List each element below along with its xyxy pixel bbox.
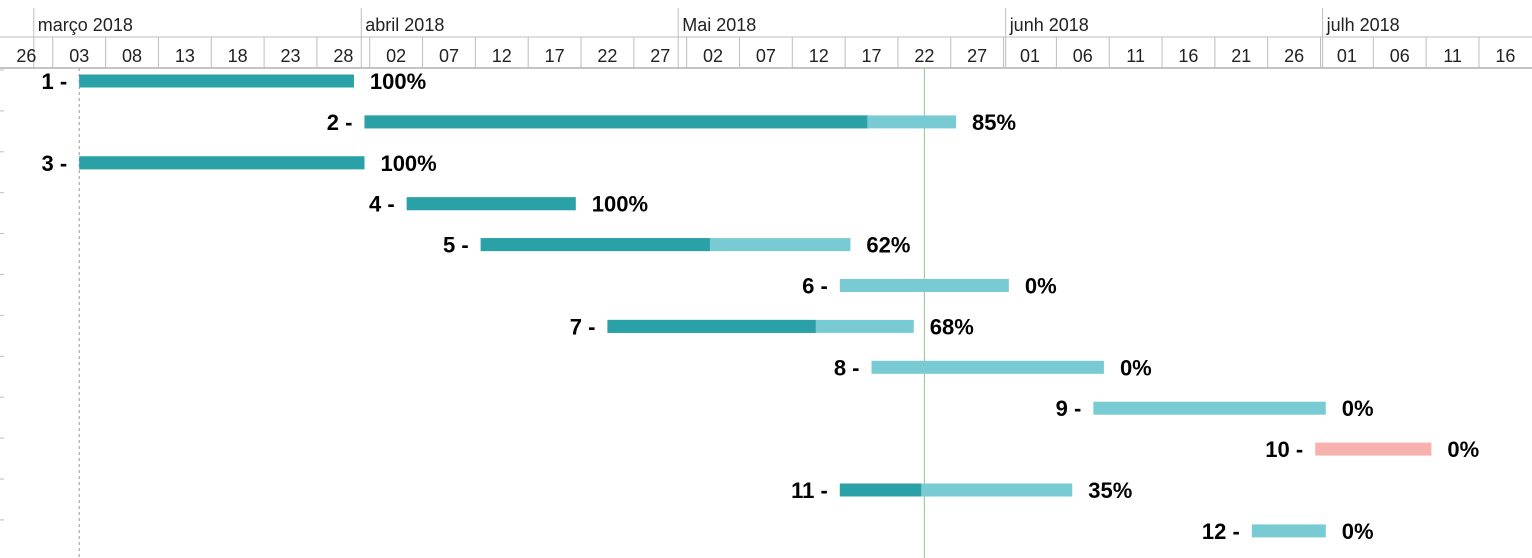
month-label: junh 2018 bbox=[1009, 15, 1089, 35]
task-bars: 1 - 100% 2 - 85% 3 - 100% 4 - 100% 5 - 62% 6 - 0% 7 … bbox=[42, 69, 1480, 544]
day-tick-label: 01 bbox=[1020, 46, 1040, 66]
task-percent-label: 100% bbox=[380, 151, 436, 176]
task-row: 8 - 0% bbox=[834, 355, 1152, 380]
task-row: 5 - 62% bbox=[443, 233, 910, 258]
task-percent-label: 35% bbox=[1088, 478, 1132, 503]
task-row: 9 - 0% bbox=[1056, 396, 1374, 421]
task-label: 8 - bbox=[834, 355, 860, 380]
task-bar-progress bbox=[406, 197, 576, 211]
month-label: março 2018 bbox=[38, 15, 133, 35]
task-percent-label: 62% bbox=[866, 233, 910, 258]
task-percent-label: 0% bbox=[1342, 519, 1374, 544]
day-tick-label: 17 bbox=[862, 46, 882, 66]
task-label: 3 - bbox=[42, 151, 68, 176]
month-label: Mai 2018 bbox=[682, 15, 756, 35]
task-percent-label: 100% bbox=[592, 192, 648, 217]
day-tick-label: 06 bbox=[1390, 46, 1410, 66]
task-bar-progress bbox=[364, 115, 868, 129]
task-row: 6 - 0% bbox=[802, 274, 1057, 299]
task-bar-progress bbox=[480, 238, 710, 252]
task-percent-label: 0% bbox=[1342, 396, 1374, 421]
day-tick-label: 13 bbox=[175, 46, 195, 66]
day-tick-label: 11 bbox=[1443, 46, 1462, 66]
task-bar-remaining bbox=[839, 279, 1009, 292]
day-tick-label: 26 bbox=[16, 46, 36, 66]
task-label: 7 - bbox=[570, 314, 596, 339]
day-tick-label: 08 bbox=[122, 46, 142, 66]
task-bar-remaining bbox=[871, 360, 1104, 374]
day-tick-label: 22 bbox=[914, 46, 934, 66]
day-tick-label: 18 bbox=[228, 46, 248, 66]
day-tick-label: 06 bbox=[1073, 46, 1093, 66]
grid-lines bbox=[0, 68, 925, 558]
day-tick-label: 17 bbox=[545, 46, 565, 66]
day-tick-label: 16 bbox=[1178, 46, 1198, 66]
day-tick-label: 27 bbox=[967, 46, 987, 66]
task-bar-progress bbox=[79, 156, 365, 170]
day-tick-label: 21 bbox=[1231, 46, 1251, 66]
task-row: 3 - 100% bbox=[42, 151, 437, 176]
task-row: 7 - 68% bbox=[570, 314, 974, 339]
task-row: 12 - 0% bbox=[1202, 519, 1374, 544]
task-bar-remaining bbox=[1251, 524, 1326, 538]
day-tick-label: 12 bbox=[492, 46, 512, 66]
task-percent-label: 0% bbox=[1120, 355, 1152, 380]
task-bar-progress bbox=[79, 74, 354, 88]
task-label: 4 - bbox=[369, 192, 395, 217]
task-label: 9 - bbox=[1056, 396, 1082, 421]
task-bar-progress bbox=[607, 319, 816, 333]
task-percent-label: 100% bbox=[370, 69, 426, 94]
task-bar-remaining bbox=[1315, 442, 1432, 456]
task-percent-label: 68% bbox=[930, 314, 974, 339]
task-label: 10 - bbox=[1265, 437, 1303, 462]
task-bar-remaining bbox=[1093, 401, 1326, 415]
task-bar-progress bbox=[839, 483, 922, 497]
task-percent-label: 0% bbox=[1447, 437, 1479, 462]
month-label: abril 2018 bbox=[365, 15, 444, 35]
task-label: 1 - bbox=[42, 69, 68, 94]
day-tick-label: 28 bbox=[333, 46, 353, 66]
day-tick-label: 11 bbox=[1126, 46, 1145, 66]
day-tick-label: 27 bbox=[650, 46, 670, 66]
task-label: 2 - bbox=[327, 110, 353, 135]
day-tick-label: 26 bbox=[1284, 46, 1304, 66]
day-tick-label: 12 bbox=[809, 46, 829, 66]
day-tick-label: 02 bbox=[703, 46, 723, 66]
task-row: 1 - 100% bbox=[42, 69, 427, 94]
day-tick-label: 03 bbox=[69, 46, 89, 66]
task-percent-label: 0% bbox=[1025, 274, 1057, 299]
task-label: 12 - bbox=[1202, 519, 1240, 544]
task-label: 6 - bbox=[802, 274, 828, 299]
day-tick-label: 07 bbox=[756, 46, 776, 66]
day-tick-label: 01 bbox=[1337, 46, 1357, 66]
day-tick-label: 22 bbox=[597, 46, 617, 66]
task-row: 4 - 100% bbox=[369, 192, 648, 217]
day-tick-label: 07 bbox=[439, 46, 459, 66]
task-row: 11 - 35% bbox=[791, 478, 1132, 503]
task-row: 2 - 85% bbox=[327, 110, 1016, 135]
day-tick-label: 16 bbox=[1495, 46, 1515, 66]
task-row: 10 - 0% bbox=[1265, 437, 1479, 462]
task-label: 5 - bbox=[443, 233, 469, 258]
task-label: 11 - bbox=[791, 478, 828, 503]
month-label: julh 2018 bbox=[1326, 15, 1400, 35]
task-percent-label: 85% bbox=[972, 110, 1016, 135]
day-tick-label: 23 bbox=[280, 46, 300, 66]
day-tick-label: 02 bbox=[386, 46, 406, 66]
timeline-header: março 2018 abril 2018 Mai 2018 junh 2018 jul… bbox=[0, 8, 1532, 69]
